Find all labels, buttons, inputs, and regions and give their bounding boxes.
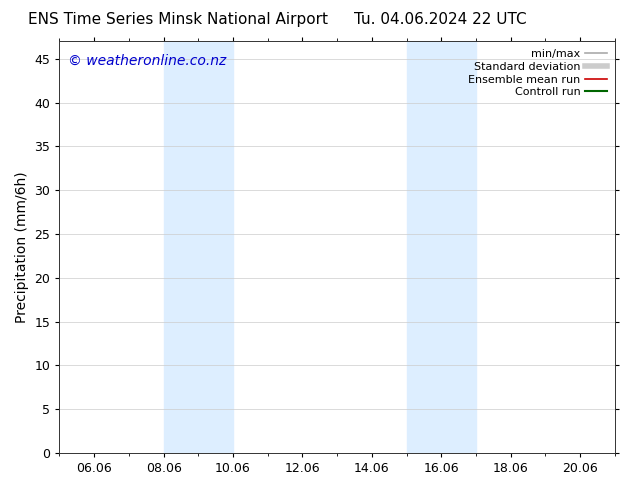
Y-axis label: Precipitation (mm/6h): Precipitation (mm/6h) bbox=[15, 172, 29, 323]
Legend: min/max, Standard deviation, Ensemble mean run, Controll run: min/max, Standard deviation, Ensemble me… bbox=[466, 47, 609, 99]
Text: © weatheronline.co.nz: © weatheronline.co.nz bbox=[68, 53, 226, 68]
Text: ENS Time Series Minsk National Airport: ENS Time Series Minsk National Airport bbox=[27, 12, 328, 27]
Bar bbox=[164, 41, 233, 453]
Text: Tu. 04.06.2024 22 UTC: Tu. 04.06.2024 22 UTC bbox=[354, 12, 527, 27]
Bar bbox=[406, 41, 476, 453]
